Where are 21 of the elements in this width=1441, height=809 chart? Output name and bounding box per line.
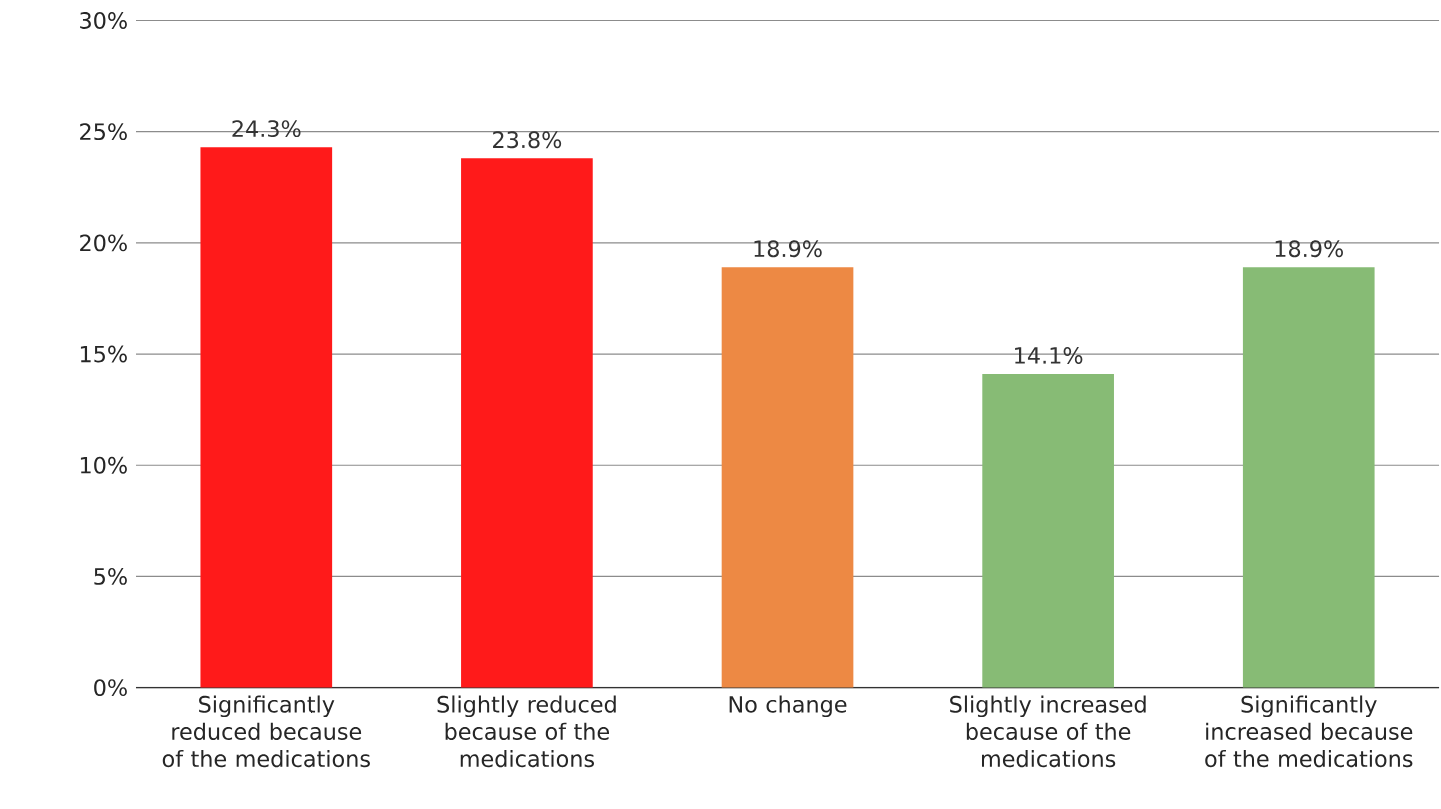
y-tick-label: 10% [80, 457, 127, 474]
y-tick-label: 15% [80, 345, 127, 363]
x-tick-label: Slightly reduced because of the medications [437, 695, 616, 768]
data-label: 18.9% [754, 240, 822, 258]
bar [721, 267, 854, 688]
x-tick-label: Slightly increased because of the medications [950, 695, 1146, 768]
y-tick-label: 5% [94, 568, 127, 586]
y-tick-label: 25% [80, 123, 127, 141]
bar [1242, 267, 1375, 688]
y-tick-label: 0% [94, 679, 127, 697]
y-tick-label: 30% [80, 12, 127, 30]
x-tick-label: No change [729, 695, 847, 718]
data-label: 18.9% [1275, 240, 1343, 258]
x-tick-label: Significantly reduced because of the medications [162, 695, 370, 768]
bar [200, 147, 333, 688]
x-tick-label: Significantly increased because of the medications [1205, 695, 1413, 768]
bar [982, 374, 1114, 688]
bar [461, 158, 593, 688]
data-label: 23.8% [493, 131, 562, 149]
y-tick-label: 20% [80, 234, 127, 252]
data-label: 14.1% [1015, 347, 1083, 365]
